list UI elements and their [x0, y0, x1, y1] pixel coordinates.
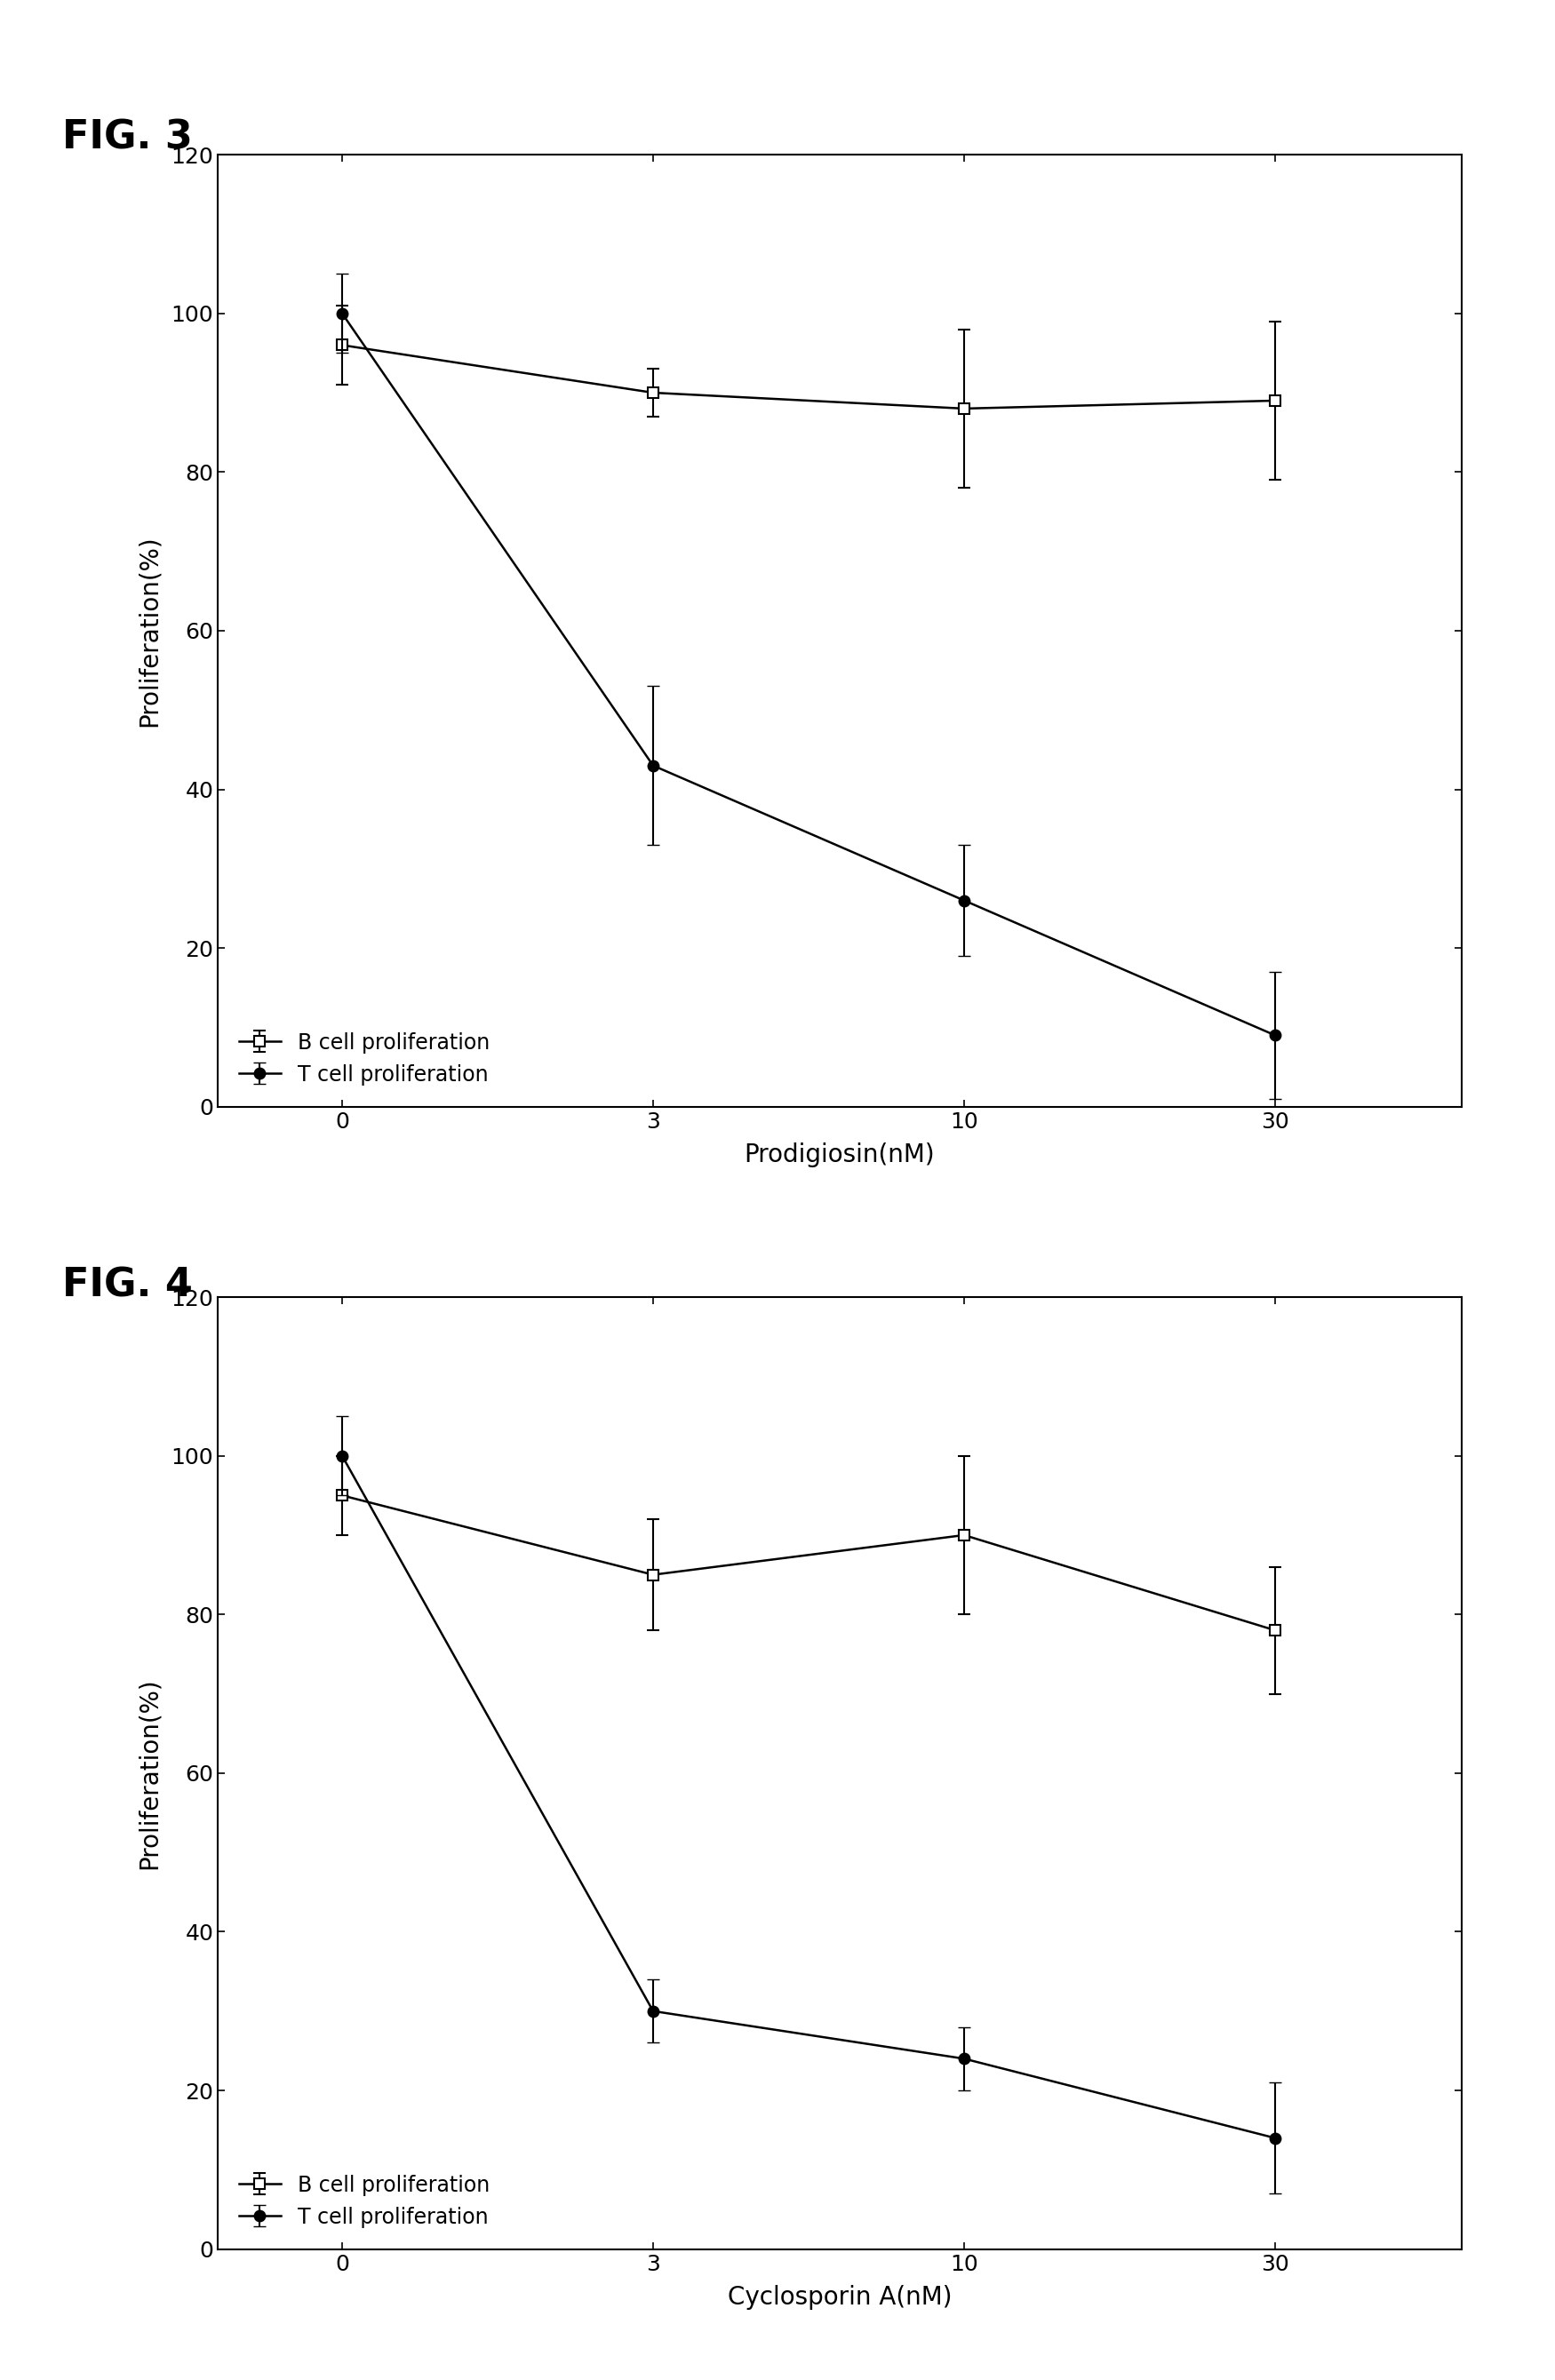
Y-axis label: Proliferation(%): Proliferation(%)	[137, 1678, 162, 1868]
X-axis label: Cyclosporin A(nM): Cyclosporin A(nM)	[728, 2285, 952, 2309]
Text: FIG. 4: FIG. 4	[62, 1266, 193, 1304]
X-axis label: Prodigiosin(nM): Prodigiosin(nM)	[745, 1142, 935, 1166]
Text: FIG. 3: FIG. 3	[62, 119, 193, 157]
Legend: B cell proliferation, T cell proliferation: B cell proliferation, T cell proliferati…	[229, 1021, 501, 1097]
Y-axis label: Proliferation(%): Proliferation(%)	[137, 536, 162, 726]
Legend: B cell proliferation, T cell proliferation: B cell proliferation, T cell proliferati…	[229, 2163, 501, 2240]
